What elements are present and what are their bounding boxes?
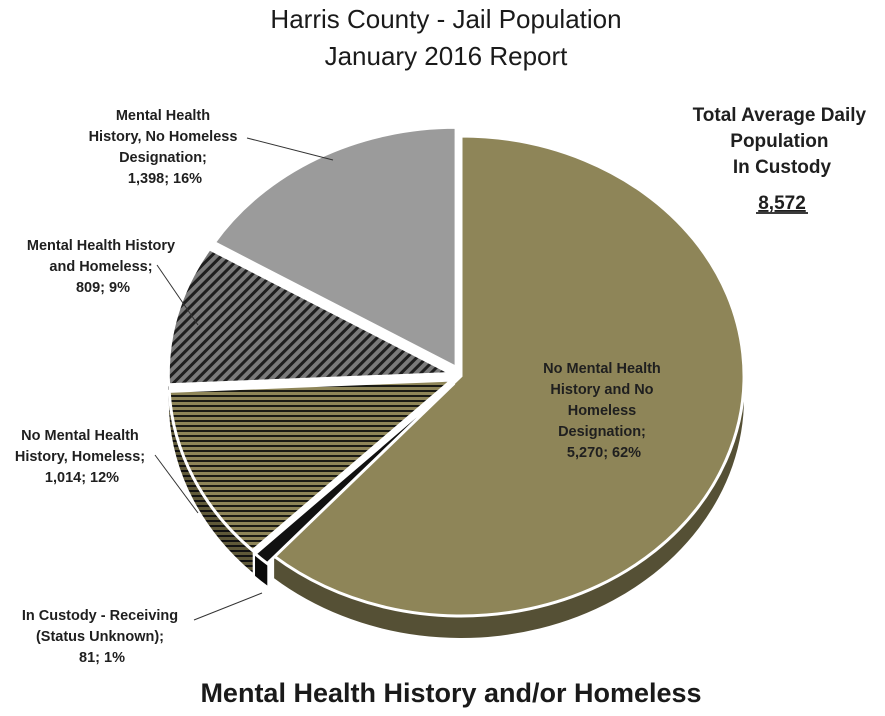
slice-label-mh-homeless: Mental Health History and Homeless; 809;…	[27, 238, 179, 296]
slice-label-in-custody: In Custody - Receiving (Status Unknown);…	[22, 608, 182, 666]
total-population-label: Total Average Daily Population In Custod…	[693, 105, 872, 178]
slice-label-mh-no-homeless: Mental Health History, No Homeless Desig…	[89, 108, 242, 187]
slice-label-no-mh-no-homeless: No Mental Health History and No Homeless…	[543, 361, 665, 461]
leader-line-no-mh-homeless	[154, 454, 199, 514]
total-population-value: 8,572	[758, 193, 806, 214]
leader-line-mh-no-homeless	[246, 137, 334, 161]
pie-top-layer	[166, 125, 746, 618]
slice-no-mh-homeless	[167, 378, 457, 553]
leader-line-mh-homeless	[156, 264, 199, 326]
slice-in-custody	[252, 382, 456, 566]
slice-no-mh-no-homeless	[271, 134, 746, 618]
slice-no-mh-homeless-side	[169, 391, 253, 573]
chart-footer: Mental Health History and/or Homeless	[200, 678, 701, 708]
leader-line-in-custody	[193, 592, 263, 621]
slice-mh-no-homeless	[212, 125, 458, 370]
slice-label-no-mh-homeless: No Mental Health History, Homeless; 1,01…	[15, 428, 149, 486]
slice-mh-homeless	[166, 246, 458, 387]
chart-subtitle: January 2016 Report	[325, 41, 569, 71]
chart-title: Harris County - Jail Population	[270, 4, 621, 34]
leader-lines	[154, 137, 334, 621]
